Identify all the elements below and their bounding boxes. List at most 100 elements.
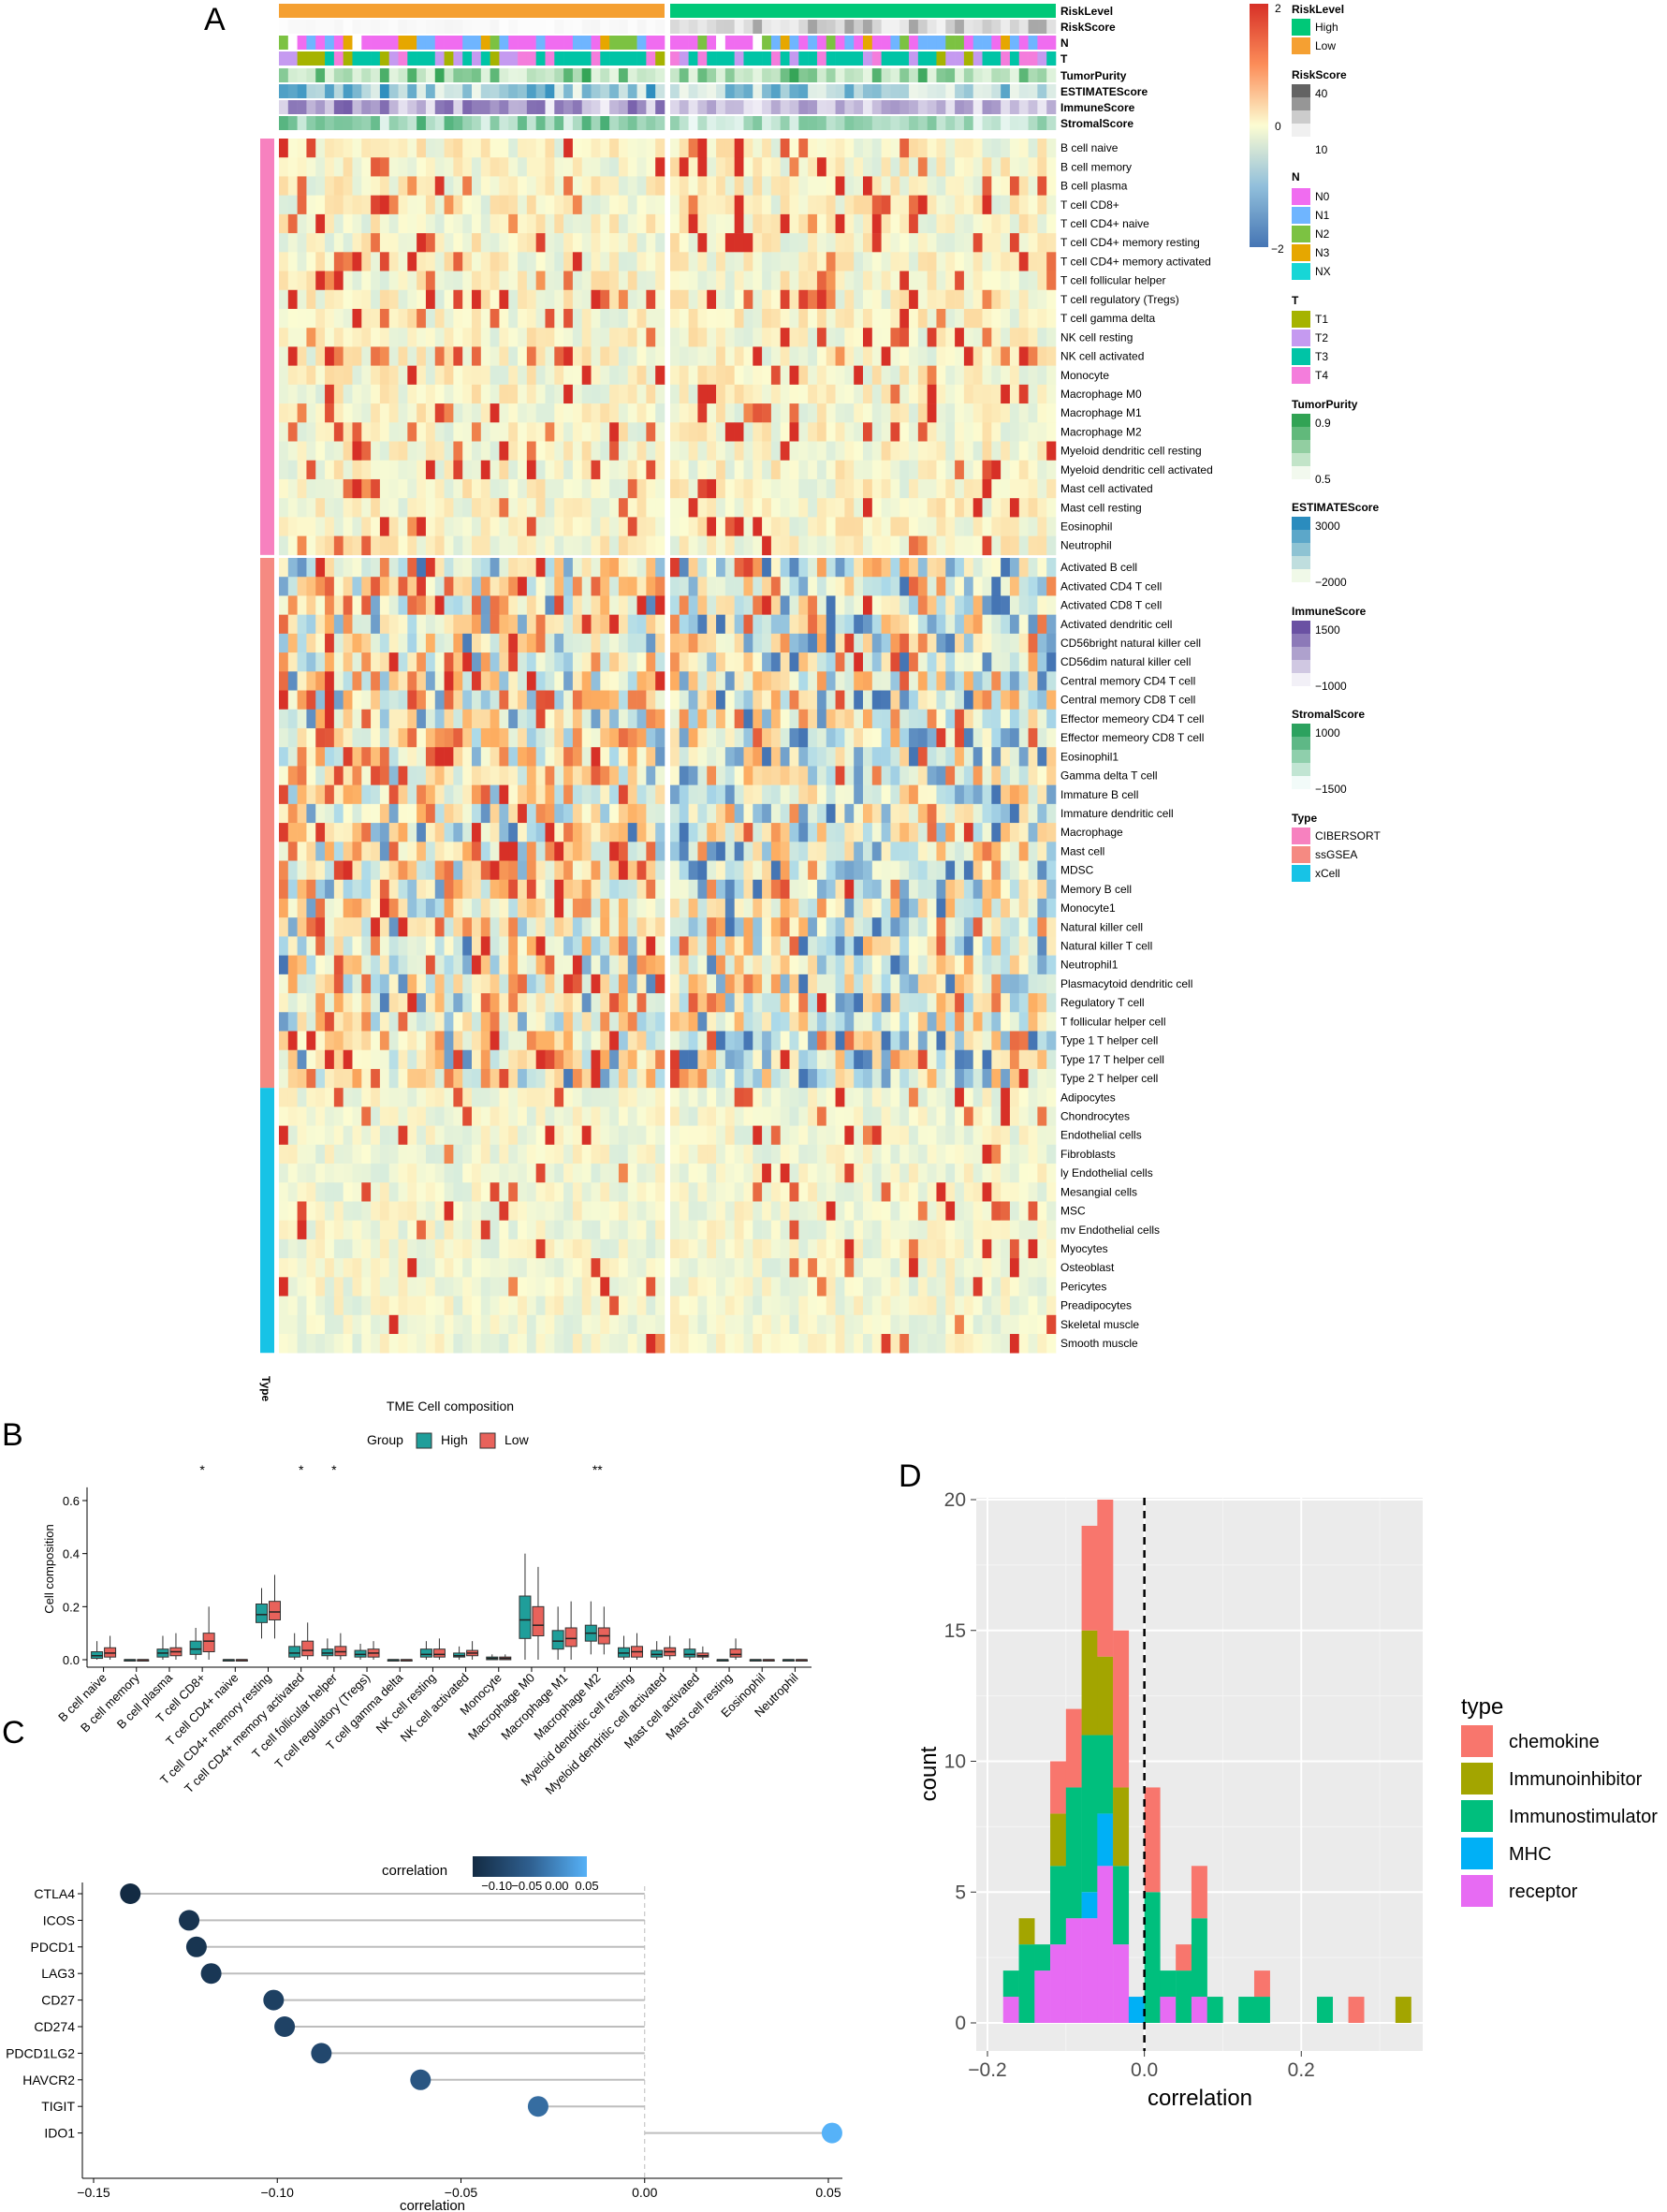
heatmap-cell (490, 727, 500, 748)
heatmap-cell (1018, 422, 1029, 442)
heatmap-cell (462, 139, 473, 158)
heatmap-cell (816, 595, 827, 615)
heatmap-cell (508, 157, 519, 177)
heatmap-cell (627, 1031, 637, 1051)
heatmap-cell (361, 346, 372, 366)
heatmap-cell (535, 917, 546, 937)
heatmap-cell (490, 993, 500, 1013)
heatmap-cell (609, 1031, 620, 1051)
heatmap-cell (716, 195, 726, 215)
heatmap-cell (315, 955, 326, 975)
heatmap-cell (618, 498, 629, 518)
heatmap-cell (343, 157, 353, 177)
heatmap-cell (609, 747, 620, 767)
annotation-cell (1018, 20, 1029, 34)
heatmap-cell (734, 176, 744, 196)
heatmap-cell (963, 842, 974, 861)
heatmap-cell (808, 595, 818, 615)
heatmap-cell (927, 346, 937, 366)
annotation-cell (352, 84, 362, 98)
heatmap-cell (417, 974, 427, 994)
annotation-cell (472, 100, 482, 114)
annotation-cell (444, 100, 454, 114)
heatmap-cell (835, 595, 845, 615)
heatmap-cell (398, 747, 408, 767)
heatmap-cell (407, 1031, 417, 1051)
heatmap-cell (398, 784, 408, 805)
heatmap-cell (871, 614, 882, 635)
annotation-cell (379, 20, 390, 34)
heatmap-cell (688, 860, 698, 881)
heatmap-cell (444, 766, 454, 785)
heatmap-cell (526, 1125, 536, 1146)
heatmap-cell (789, 917, 799, 937)
heatmap-cell (618, 328, 629, 347)
heatmap-cell (563, 974, 574, 994)
heatmap-cell (753, 974, 763, 994)
heatmap-cell (945, 558, 956, 578)
heatmap-cell (388, 955, 399, 975)
annotation-cell (490, 100, 500, 114)
heatmap-cell (770, 289, 782, 310)
heatmap-cell (480, 747, 490, 767)
heatmap-cell (770, 139, 782, 158)
annotation-cell (371, 116, 381, 130)
heatmap-cell (554, 690, 564, 710)
annotation-cell (1009, 20, 1020, 34)
heatmap-cell (297, 403, 307, 423)
heatmap-cell (844, 346, 855, 366)
heatmap-cell (572, 633, 583, 653)
heatmap-cell (816, 289, 827, 310)
heatmap-cell (554, 1012, 564, 1032)
heatmap-cell (1009, 577, 1020, 596)
annotation-cell (871, 84, 882, 98)
heatmap-cell (972, 139, 983, 158)
heatmap-cell (462, 346, 473, 366)
heatmap-cell (734, 308, 744, 329)
heatmap-cell (963, 422, 974, 442)
heatmap-cell (780, 974, 790, 994)
heatmap-cell (297, 535, 307, 556)
heatmap-cell (655, 1012, 665, 1032)
heatmap-cell (917, 403, 928, 423)
heatmap-cell (462, 365, 473, 386)
heatmap-cell (798, 403, 809, 423)
heatmap-cell (581, 974, 592, 994)
heatmap-cell (871, 176, 882, 196)
heatmap-cell (554, 252, 564, 271)
heatmap-cell (325, 139, 335, 158)
heatmap-cell (679, 727, 689, 748)
heatmap-cell (453, 365, 463, 386)
heatmap-cell (315, 1049, 326, 1070)
heatmap-cell (734, 917, 744, 937)
heatmap-cell (844, 271, 855, 291)
annotation-cell (388, 20, 399, 34)
heatmap-cell (670, 936, 680, 956)
heatmap-cell (627, 595, 637, 615)
heatmap-cell (646, 176, 656, 196)
heatmap-cell (1009, 365, 1020, 386)
heatmap-cell (297, 784, 307, 805)
heatmap-cell (724, 195, 735, 215)
heatmap-cell (1001, 936, 1011, 956)
annotation-cell (991, 51, 1002, 66)
heatmap-cell (655, 478, 665, 499)
heatmap-cell (1037, 213, 1047, 234)
heatmap-cell (417, 139, 427, 158)
heatmap-cell (508, 1049, 519, 1070)
heatmap-cell (871, 1068, 882, 1089)
heatmap-cell (789, 517, 799, 536)
heatmap-cell (306, 879, 316, 900)
heatmap-cell (955, 1088, 965, 1107)
annotation-cell (963, 20, 974, 34)
risklevel-high-block (670, 4, 1056, 18)
heatmap-cell (945, 517, 956, 536)
heatmap-cell (1009, 558, 1020, 578)
heatmap-cell (453, 403, 463, 423)
annotation-cell (434, 51, 445, 66)
heatmap-cell (287, 176, 298, 196)
heatmap-cell (670, 955, 680, 975)
heatmap-cell (835, 690, 845, 710)
heatmap-cell (545, 803, 555, 824)
heatmap-cell (1018, 139, 1029, 158)
